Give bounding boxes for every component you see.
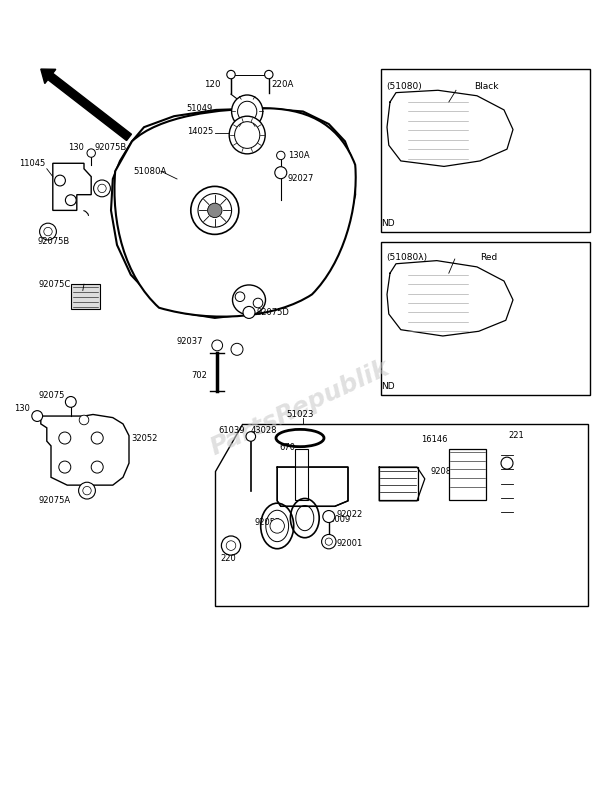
- Text: 11009: 11009: [324, 515, 350, 524]
- Text: 43028: 43028: [251, 425, 277, 435]
- Circle shape: [265, 71, 273, 78]
- PathPatch shape: [53, 163, 91, 210]
- Circle shape: [270, 519, 284, 533]
- Circle shape: [98, 184, 106, 192]
- Text: A: A: [82, 418, 86, 422]
- Text: 61039: 61039: [218, 425, 245, 435]
- Text: 92081: 92081: [431, 466, 457, 476]
- Circle shape: [231, 343, 243, 356]
- Circle shape: [208, 203, 222, 217]
- Circle shape: [59, 461, 71, 473]
- Circle shape: [94, 180, 110, 197]
- Text: 670: 670: [279, 443, 295, 452]
- Circle shape: [32, 411, 43, 422]
- Circle shape: [227, 71, 235, 78]
- Circle shape: [59, 432, 71, 444]
- Text: 702: 702: [191, 371, 207, 380]
- Circle shape: [83, 487, 91, 495]
- Text: 92022: 92022: [336, 509, 362, 519]
- Bar: [379, 467, 418, 500]
- PathPatch shape: [115, 108, 356, 316]
- Text: 92075D: 92075D: [257, 308, 290, 317]
- Circle shape: [275, 166, 287, 179]
- Text: 130: 130: [14, 403, 30, 413]
- Text: (51080λ): (51080λ): [386, 253, 427, 262]
- Text: Black: Black: [474, 82, 499, 91]
- Text: 51080A: 51080A: [133, 166, 167, 176]
- Text: 14025: 14025: [187, 127, 213, 137]
- Circle shape: [325, 538, 332, 546]
- FancyArrow shape: [41, 69, 131, 141]
- Text: 92075: 92075: [38, 391, 65, 400]
- Text: 92075B: 92075B: [37, 237, 70, 246]
- Circle shape: [91, 461, 103, 473]
- Circle shape: [246, 432, 256, 441]
- Text: 92075B: 92075B: [95, 143, 127, 152]
- Circle shape: [235, 292, 245, 301]
- Text: A: A: [235, 346, 239, 352]
- Circle shape: [55, 175, 65, 186]
- Text: 92001: 92001: [336, 539, 362, 548]
- Circle shape: [40, 223, 56, 240]
- Bar: [381, 69, 590, 232]
- Text: 16146: 16146: [421, 435, 448, 444]
- Text: 220A: 220A: [272, 80, 294, 89]
- Text: 51023: 51023: [287, 410, 314, 419]
- Ellipse shape: [233, 285, 265, 315]
- Text: 221: 221: [509, 431, 524, 440]
- Text: 92027: 92027: [288, 174, 314, 184]
- Text: Red: Red: [480, 253, 497, 262]
- Text: 130A: 130A: [288, 151, 310, 160]
- Circle shape: [91, 432, 103, 444]
- Circle shape: [198, 194, 232, 227]
- Circle shape: [221, 536, 241, 555]
- Text: 92037: 92037: [176, 337, 203, 346]
- Circle shape: [226, 541, 236, 550]
- Circle shape: [44, 228, 52, 235]
- Circle shape: [323, 510, 335, 523]
- PathPatch shape: [215, 424, 588, 606]
- Circle shape: [212, 340, 223, 351]
- Circle shape: [65, 195, 76, 206]
- Ellipse shape: [235, 122, 260, 148]
- Text: ND: ND: [381, 219, 395, 228]
- Circle shape: [322, 535, 336, 549]
- Circle shape: [253, 298, 263, 308]
- Circle shape: [191, 186, 239, 235]
- Text: PartsRepublik: PartsRepublik: [206, 356, 394, 460]
- Circle shape: [79, 482, 95, 499]
- PathPatch shape: [277, 467, 348, 506]
- Circle shape: [501, 457, 513, 469]
- Text: 92075A: 92075A: [38, 496, 71, 506]
- Text: 11045: 11045: [19, 159, 45, 168]
- Text: 220: 220: [221, 554, 236, 564]
- Text: ND: ND: [381, 382, 395, 391]
- Bar: [295, 449, 308, 500]
- Ellipse shape: [229, 116, 265, 154]
- Ellipse shape: [238, 101, 257, 122]
- Bar: [449, 449, 486, 500]
- Text: (51080): (51080): [386, 82, 422, 91]
- Text: 51049: 51049: [187, 104, 213, 113]
- Text: 32052: 32052: [131, 433, 157, 443]
- Text: 92055: 92055: [254, 517, 281, 527]
- Circle shape: [87, 149, 95, 157]
- Text: 92075C: 92075C: [38, 279, 71, 289]
- Ellipse shape: [232, 95, 263, 128]
- Circle shape: [243, 306, 255, 319]
- Circle shape: [65, 396, 76, 407]
- Circle shape: [277, 152, 285, 159]
- Text: 120: 120: [204, 80, 220, 89]
- Circle shape: [79, 415, 89, 425]
- PathPatch shape: [41, 414, 129, 485]
- Bar: [71, 284, 100, 309]
- PathPatch shape: [111, 108, 355, 318]
- Bar: [381, 242, 590, 395]
- Text: 130: 130: [68, 143, 84, 152]
